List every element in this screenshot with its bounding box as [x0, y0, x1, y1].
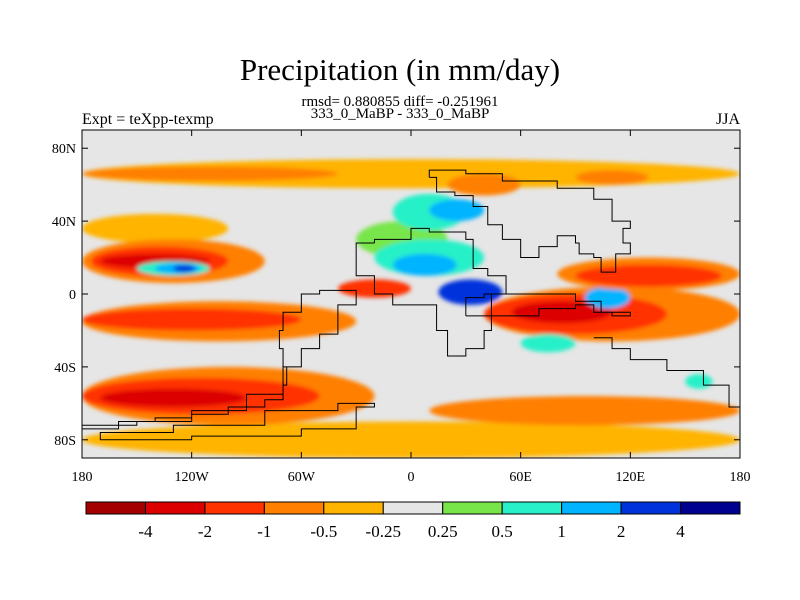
- field-region-32: [429, 396, 740, 426]
- colorbar-swatch-5: [382, 501, 444, 515]
- coastline-2: [428, 169, 631, 273]
- x-tick-label-0: 180: [72, 470, 93, 485]
- colorbar-swatch-9: [620, 501, 682, 515]
- colorbar: -4 -2 -1 -0.5 -0.25 0.25 0.5 1 2 4: [85, 501, 741, 541]
- y-tick-label-3: 40S: [54, 361, 76, 376]
- field-region-27: [520, 334, 576, 353]
- field-region-1: [82, 166, 338, 182]
- y-tick-label-1: 40N: [52, 215, 76, 230]
- field-region-3: [575, 170, 649, 185]
- season-label: JJA: [715, 111, 740, 128]
- field-region-15: [392, 253, 457, 276]
- plot-subtitle: 333_0_MaBP - 333_0_MaBP: [310, 106, 490, 122]
- x-tick-label-3: 0: [408, 470, 415, 485]
- colorbar-label-5: 0.25: [428, 522, 458, 541]
- colorbar-swatch-4: [323, 501, 384, 515]
- colorbar-label-6: 0.5: [492, 522, 513, 541]
- plot-title: Precipitation (in mm/day): [239, 52, 561, 87]
- coastline-4: [593, 337, 740, 415]
- colorbar-swatch-10: [680, 501, 741, 515]
- colorbar-label-1: -2: [198, 522, 212, 541]
- colorbar-label-2: -1: [257, 522, 271, 541]
- coastline-0: [82, 289, 357, 433]
- colorbar-label-0: -4: [138, 522, 153, 541]
- colorbar-label-3: -0.5: [310, 522, 337, 541]
- field-region-14: [429, 199, 485, 222]
- field-region-33: [685, 374, 713, 389]
- field-region-2: [447, 173, 521, 196]
- field-region-28: [82, 421, 740, 458]
- field-region-26: [82, 308, 302, 331]
- field-region-24: [575, 264, 722, 287]
- axis-ticks: 180 120W 60W 0 60E 120E 180 80N 40N 0 40S 80S: [52, 130, 751, 485]
- colorbar-label-8: 2: [617, 522, 626, 541]
- colorbar-label-7: 1: [557, 522, 566, 541]
- field-region-22: [584, 286, 631, 309]
- x-tick-label-2: 60W: [288, 470, 316, 485]
- colorbar-label-4: -0.25: [366, 522, 401, 541]
- colorbar-swatch-1: [144, 501, 206, 515]
- field-region-10: [173, 264, 196, 273]
- field-region-16: [438, 279, 503, 305]
- field-region-31: [100, 388, 247, 407]
- coastline-1: [355, 227, 507, 357]
- x-tick-label-1: 120W: [175, 470, 210, 485]
- colorbar-swatch-6: [442, 501, 503, 515]
- stats-line: rmsd= 0.880855 diff= -0.251961: [301, 94, 499, 110]
- y-tick-label-2: 0: [69, 288, 76, 303]
- field-region-21: [538, 304, 576, 320]
- coastline-5: [99, 402, 375, 441]
- colorbar-swatch-7: [501, 501, 563, 515]
- colorbar-label-9: 4: [676, 522, 685, 541]
- x-tick-label-6: 180: [730, 470, 751, 485]
- colorbar-swatch-3: [263, 501, 325, 515]
- precip-field: [82, 159, 740, 458]
- field-region-0: [82, 159, 740, 189]
- x-tick-label-4: 60E: [509, 470, 532, 485]
- field-region-4: [82, 213, 229, 243]
- coastlines: [82, 169, 740, 441]
- experiment-label: Expt = teXpp-texmp: [82, 111, 214, 128]
- x-tick-label-5: 120E: [616, 470, 646, 485]
- colorbar-swatch-8: [561, 501, 622, 515]
- colorbar-swatch-0: [85, 501, 146, 515]
- coastline-3: [465, 293, 631, 317]
- colorbar-swatch-2: [204, 501, 265, 515]
- y-tick-label-0: 80N: [52, 142, 76, 157]
- y-tick-label-4: 80S: [54, 434, 76, 449]
